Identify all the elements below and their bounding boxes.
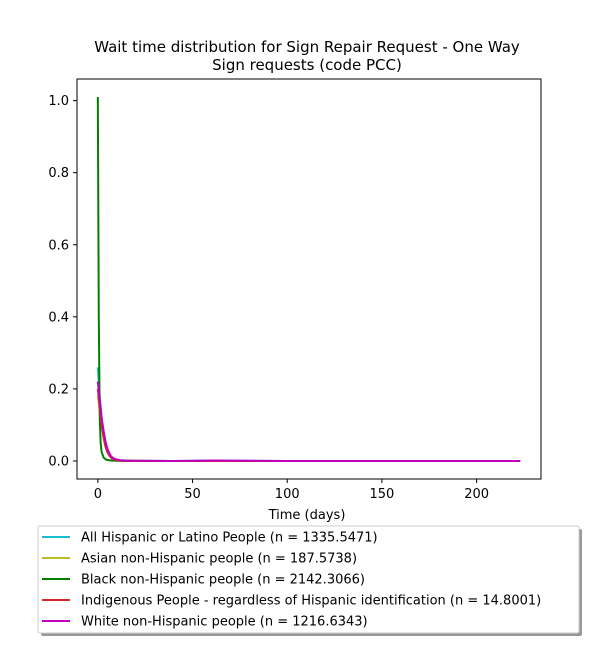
x-tick-label: 0 (94, 487, 102, 502)
plot-area (96, 97, 521, 462)
legend-label-1: All Hispanic or Latino People (n = 1335.… (81, 531, 378, 546)
legend-label-5: White non-Hispanic people (n = 1216.6343… (81, 615, 368, 630)
legend-label-4: Indigenous People - regardless of Hispan… (81, 594, 541, 609)
y-tick-label: 0.8 (48, 166, 69, 181)
series-line-2 (96, 395, 521, 462)
x-axis-label: Time (days) (268, 508, 346, 523)
legend-label-2: Asian non-Hispanic people (n = 187.5738) (81, 552, 357, 567)
legend-box (37, 525, 580, 634)
y-tick-label: 0.6 (48, 238, 69, 253)
series-line-5 (96, 381, 521, 462)
chart-title-line-2: Sign requests (code PCC) (212, 56, 402, 74)
x-tick-label: 200 (464, 487, 489, 502)
series-line-3 (96, 97, 521, 462)
legend: All Hispanic or Latino People (n = 1335.… (37, 525, 582, 636)
y-tick-label: 0.0 (48, 454, 69, 469)
legend-entries: All Hispanic or Latino People (n = 1335.… (42, 531, 541, 630)
x-tick-label: 50 (184, 487, 201, 502)
x-tick-label: 100 (275, 487, 300, 502)
series-line-1 (96, 367, 521, 462)
y-tick-label: 1.0 (48, 94, 69, 109)
y-tick-label: 0.4 (48, 310, 69, 325)
x-tick-label: 150 (370, 487, 395, 502)
legend-label-3: Black non-Hispanic people (n = 2142.3066… (81, 573, 365, 588)
axis-ticks: 0 50 100 150 200 0.0 0.2 0.4 0.6 0.8 1.0 (48, 94, 489, 502)
series-line-4 (96, 388, 521, 462)
plot-frame (76, 78, 542, 480)
y-tick-label: 0.2 (48, 382, 69, 397)
chart-title-line-1: Wait time distribution for Sign Repair R… (94, 38, 520, 56)
